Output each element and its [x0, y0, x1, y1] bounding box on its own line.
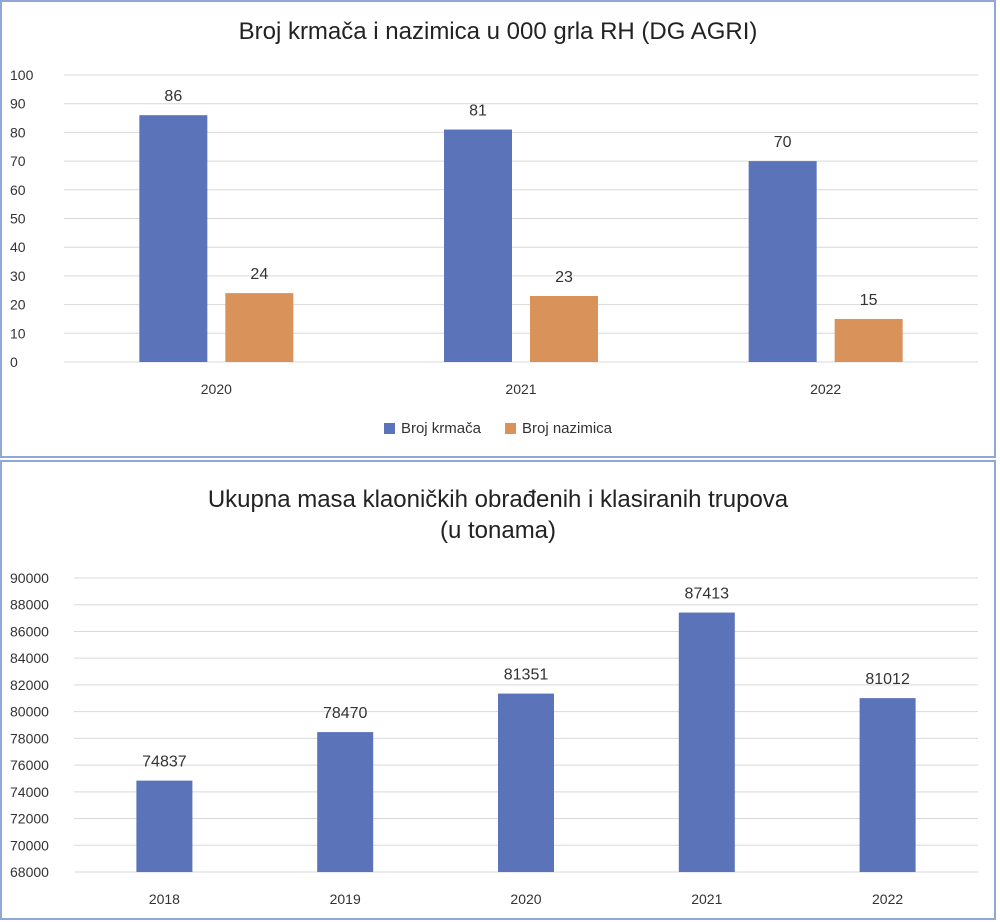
y-tick-label: 70	[10, 153, 26, 169]
chart-title-line: (u tonama)	[439, 517, 557, 545]
y-tick-label: 74000	[10, 784, 49, 800]
y-tick-label: 30	[10, 268, 26, 284]
y-tick-label: 90	[10, 96, 26, 112]
x-tick-label: 2020	[201, 381, 232, 397]
bar	[136, 780, 193, 872]
y-tick-label: 78000	[10, 730, 49, 746]
x-tick-label: 2021	[505, 381, 536, 397]
data-label: 70	[774, 134, 792, 151]
chart-title-line: Ukupna masa klaoničkih obrađenih i klasi…	[207, 486, 789, 513]
bar-chart-carcass-mass: 68000 70000 72000 74000 76000 78000 80000 82000…	[10, 570, 978, 907]
data-label: 87413	[685, 586, 730, 603]
chart-title: Broj krmača i nazimica u 000 grla RH (DG…	[238, 18, 758, 45]
bar	[748, 161, 817, 362]
bar	[498, 693, 554, 872]
y-tick-label: 80	[10, 124, 26, 140]
legend-item-gilts: Broj nazimica	[505, 420, 612, 437]
chart-panel-carcass-mass: Ukupna masa klaoničkih obrađenih i klasi…	[0, 460, 996, 920]
data-label: 81351	[504, 667, 549, 684]
bar	[530, 295, 598, 362]
bar	[859, 698, 916, 872]
y-tick-label: 70000	[10, 837, 49, 853]
legend-swatch	[505, 423, 516, 434]
legend-label: Broj nazimica	[522, 420, 613, 437]
chart-legend: Broj krmača Broj nazimica	[2, 420, 994, 437]
y-tick-label: 80000	[10, 704, 49, 720]
chart-panel-pigs: Broj krmača i nazimica u 000 grla RH (DG…	[0, 0, 996, 458]
y-tick-label: 90000	[10, 570, 49, 586]
x-tick-label: 2022	[872, 891, 903, 907]
y-tick-label: 0	[10, 354, 18, 370]
legend-swatch	[383, 423, 395, 434]
y-tick-label: 60	[10, 182, 26, 198]
x-tick-label: 2018	[149, 891, 180, 907]
data-label: 86	[164, 88, 182, 105]
y-tick-label: 72000	[10, 811, 49, 827]
data-label: 81012	[865, 671, 910, 688]
y-tick-label: 76000	[10, 757, 49, 773]
bar	[444, 129, 512, 362]
bar	[139, 115, 208, 363]
data-label: 23	[555, 269, 573, 286]
bar	[317, 732, 374, 872]
y-tick-label: 100	[10, 67, 34, 83]
y-tick-label: 84000	[10, 650, 49, 666]
data-label: 74837	[142, 754, 187, 771]
y-tick-label: 20	[10, 297, 26, 313]
y-tick-label: 10	[10, 325, 26, 341]
x-tick-label: 2022	[810, 381, 841, 397]
y-tick-label: 50	[10, 211, 26, 227]
bar-chart-sows-gilts: 0 10 20 30 40 50 60 70 80 90 100 2020 86 24 2021 81 23 20…	[10, 67, 978, 397]
data-label: 24	[250, 266, 268, 283]
bar	[834, 318, 903, 362]
data-label: 78470	[323, 705, 368, 722]
x-tick-label: 2021	[691, 891, 722, 907]
bar	[225, 293, 294, 362]
y-tick-label: 88000	[10, 597, 49, 613]
bar	[678, 612, 735, 872]
legend-item-sows: Broj krmača	[383, 420, 481, 437]
data-label: 15	[860, 292, 878, 309]
legend-label: Broj krmača	[400, 420, 481, 437]
chart-title: Ukupna masa klaoničkih obrađenih i klasi…	[2, 484, 994, 546]
y-tick-label: 40	[10, 239, 26, 255]
y-tick-label: 86000	[10, 623, 49, 639]
y-tick-label: 68000	[10, 864, 49, 880]
data-label: 81	[469, 103, 487, 120]
y-tick-label: 82000	[10, 677, 49, 693]
x-tick-label: 2019	[330, 891, 361, 907]
x-tick-label: 2020	[510, 891, 541, 907]
